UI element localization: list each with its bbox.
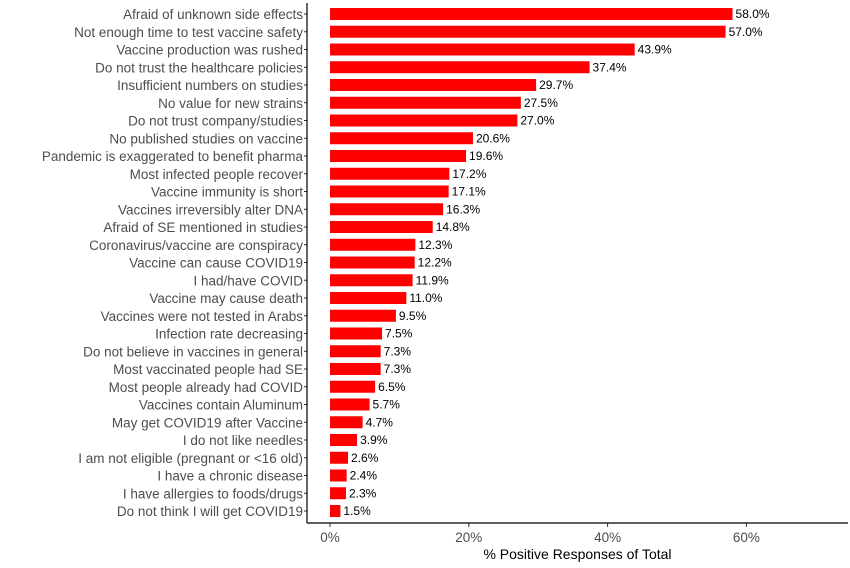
category-label: Vaccines contain Aluminum [139, 398, 303, 413]
bar [330, 505, 341, 517]
value-label: 12.3% [418, 238, 452, 252]
value-label: 20.6% [476, 131, 510, 145]
value-label: 3.9% [360, 433, 388, 447]
bar [330, 185, 449, 198]
bar [330, 309, 396, 322]
category-label: I am not eligible (pregnant or <16 old) [78, 451, 303, 466]
value-label: 2.3% [349, 486, 377, 500]
value-label: 14.8% [436, 220, 470, 234]
category-label: Most vaccinated people had SE [113, 362, 303, 377]
bar [330, 221, 433, 233]
value-label: 5.7% [373, 398, 401, 412]
x-axis-title: % Positive Responses of Total [483, 546, 671, 562]
value-label: 9.5% [399, 309, 427, 323]
value-label: 16.3% [446, 202, 480, 216]
category-label: No value for new strains [158, 96, 303, 111]
bar [330, 416, 363, 429]
category-label: No published studies on vaccine [109, 131, 303, 146]
bar [330, 238, 416, 251]
value-label: 4.7% [366, 415, 394, 429]
category-label: Afraid of unknown side effects [123, 7, 303, 22]
category-label: Vaccines were not tested in Arabs [101, 309, 304, 324]
value-label: 58.0% [736, 7, 770, 21]
value-label: 27.0% [520, 114, 554, 128]
value-label: 7.3% [384, 362, 412, 376]
category-label: I had/have COVID [193, 273, 303, 288]
bar [330, 203, 444, 216]
bar [330, 380, 376, 393]
value-label: 1.5% [343, 504, 371, 518]
category-label: Pandemic is exaggerated to benefit pharm… [42, 149, 304, 164]
bar [330, 150, 467, 162]
value-label: 43.9% [638, 43, 672, 57]
category-label: I have a chronic disease [157, 469, 303, 484]
bar [330, 398, 370, 411]
bar [330, 96, 521, 109]
category-labels-group: Afraid of unknown side effects Not enough… [42, 7, 304, 519]
category-label: Do not trust company/studies [128, 114, 303, 129]
bar [330, 25, 726, 38]
bar [330, 327, 383, 340]
bar [330, 469, 347, 482]
x-tick-label: 20% [455, 530, 482, 545]
x-tick-label: 40% [594, 530, 621, 545]
value-label: 17.1% [452, 185, 486, 199]
bar [330, 8, 733, 20]
bar [330, 451, 349, 464]
bar [330, 274, 413, 287]
category-label: Insufficient numbers on studies [117, 78, 303, 93]
x-axis-ticks-group: 0% 20% 40% 60% [320, 523, 760, 545]
category-label: May get COVID19 after Vaccine [112, 415, 303, 430]
category-label: Do not believe in vaccines in general [83, 344, 303, 359]
value-label: 19.6% [469, 149, 503, 163]
value-label: 6.5% [378, 380, 406, 394]
value-label: 57.0% [729, 25, 763, 39]
value-label: 2.6% [351, 451, 379, 465]
category-label: Not enough time to test vaccine safety [74, 25, 303, 40]
value-label: 27.5% [524, 96, 558, 110]
bar [330, 256, 415, 269]
bar [330, 363, 381, 375]
category-label: Infection rate decreasing [155, 327, 303, 342]
category-label: I do not like needles [183, 433, 303, 448]
bar [330, 79, 537, 91]
value-labels-group: 58.0% 57.0% 43.9% 37.4% 29.7% 27.5% 27.0% 20.6%… [343, 7, 769, 518]
category-label: Vaccine can cause COVID19 [129, 256, 303, 271]
category-label: Vaccine production was rushed [116, 43, 303, 58]
bars-group [330, 8, 733, 517]
value-label: 11.9% [416, 273, 449, 287]
bar [330, 132, 473, 145]
value-label: 11.0% [409, 291, 442, 305]
category-label: Vaccines irreversibly alter DNA [118, 202, 303, 217]
x-tick-label: 60% [733, 530, 760, 545]
value-label: 2.4% [350, 469, 378, 483]
category-label: Do not trust the healthcare policies [95, 60, 303, 75]
category-label: Do not think I will get COVID19 [117, 504, 303, 519]
bar [330, 434, 358, 446]
bar [330, 487, 346, 500]
value-label: 29.7% [539, 78, 573, 92]
value-label: 7.5% [385, 327, 413, 341]
bar [330, 167, 450, 180]
bar [330, 292, 407, 304]
bar [330, 345, 381, 358]
value-label: 12.2% [418, 256, 452, 270]
bar [330, 43, 635, 56]
category-label: Coronavirus/vaccine are conspiracy [89, 238, 303, 253]
value-label: 37.4% [593, 60, 627, 74]
x-tick-label: 0% [320, 530, 340, 545]
category-label: Vaccine may cause death [149, 291, 303, 306]
bar [330, 61, 590, 74]
value-label: 17.2% [452, 167, 486, 181]
category-label: Most infected people recover [130, 167, 304, 182]
value-label: 7.3% [384, 344, 412, 358]
category-label: Vaccine immunity is short [151, 185, 303, 200]
category-label: Most people already had COVID [109, 380, 304, 395]
category-label: I have allergies to foods/drugs [123, 486, 303, 501]
bar [330, 114, 518, 127]
category-label: Afraid of SE mentioned in studies [103, 220, 303, 235]
